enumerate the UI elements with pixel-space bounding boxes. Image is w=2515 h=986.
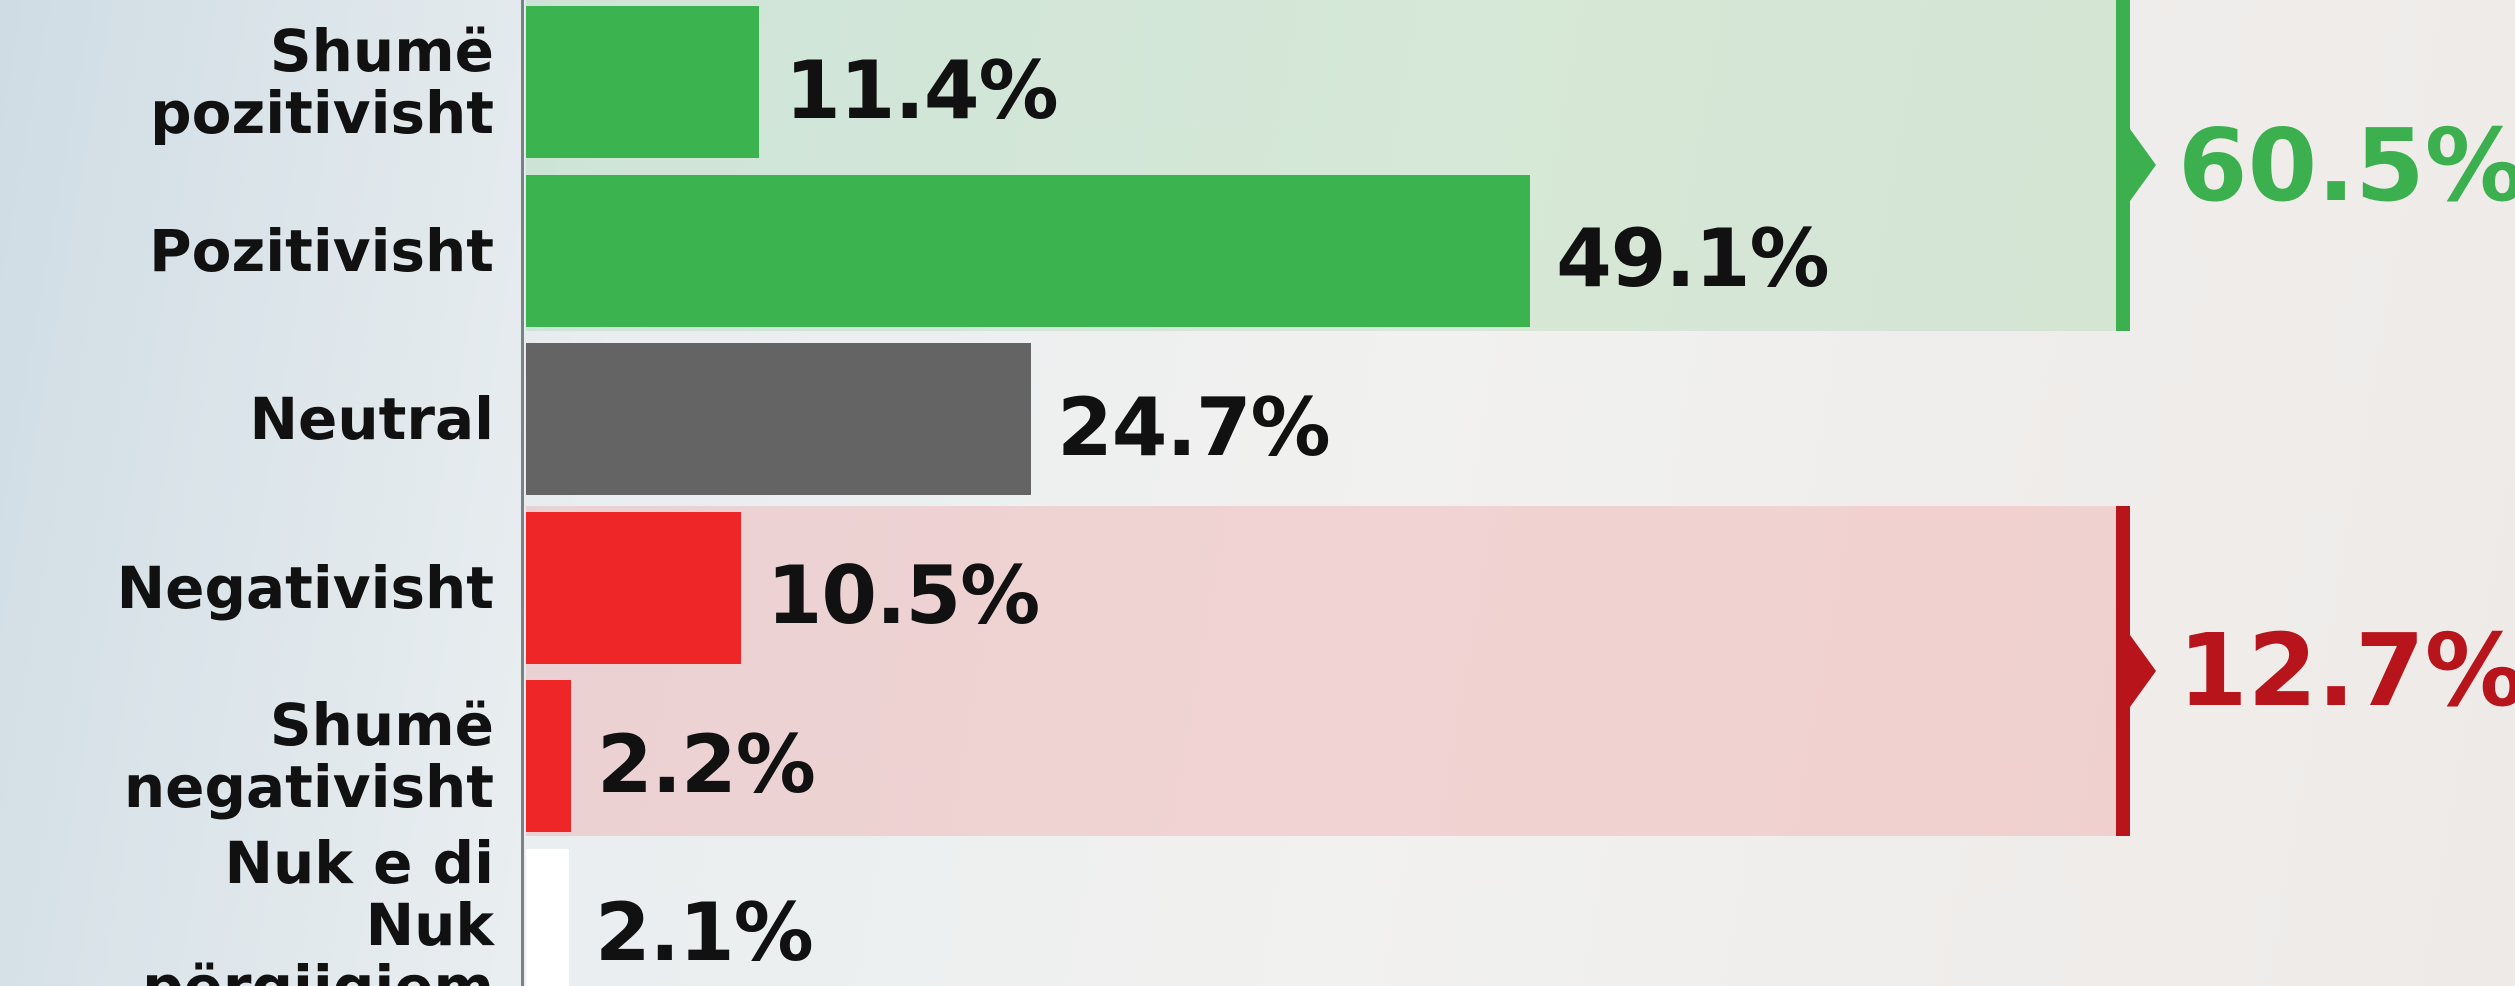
- bar: [526, 680, 571, 832]
- category-label: Shumë pozitivisht: [150, 17, 494, 147]
- bar: [526, 6, 760, 158]
- category-label: Neutral: [249, 385, 494, 453]
- value-label: 2.1%: [594, 886, 814, 979]
- value-label: 11.4%: [785, 43, 1059, 137]
- bar: [526, 848, 569, 986]
- group-pointer: [2130, 129, 2156, 202]
- group-bracket: [2116, 0, 2130, 331]
- axis-line: [521, 0, 524, 986]
- group-pointer: [2130, 634, 2156, 707]
- group-total: 12.7%: [2178, 612, 2515, 730]
- group-total: 60.5%: [2178, 106, 2515, 224]
- value-label: 10.5%: [766, 549, 1041, 642]
- bar: [526, 511, 741, 664]
- bar: [526, 343, 1032, 495]
- bar: [526, 174, 1531, 327]
- category-label: Pozitivisht: [149, 216, 494, 285]
- category-label: Nuk e di Nuk përgjigjem: [142, 828, 494, 986]
- value-label: 49.1%: [1556, 212, 1830, 305]
- value-label: 24.7%: [1057, 380, 1331, 474]
- category-label: Shumë negativisht: [123, 691, 494, 821]
- group-band: [526, 505, 2130, 836]
- value-label: 2.2%: [596, 717, 816, 811]
- group-bracket: [2116, 505, 2130, 836]
- category-label: Negativisht: [116, 553, 494, 622]
